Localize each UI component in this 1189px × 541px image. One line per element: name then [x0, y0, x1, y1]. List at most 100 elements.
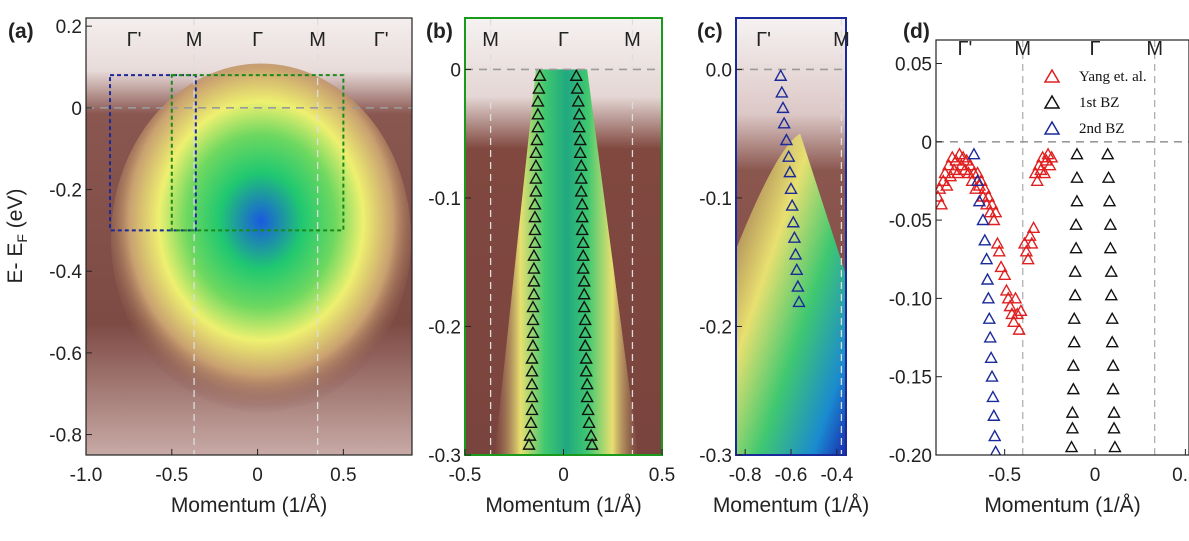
data-point: [788, 247, 803, 260]
x-tick-label: 0.5: [330, 465, 356, 486]
data-point: [982, 311, 997, 324]
x-tick-label: 0: [558, 465, 569, 486]
plot-area-d: [936, 40, 1189, 455]
x-tick-label: 0.5: [1172, 465, 1189, 486]
data-point: [526, 300, 540, 313]
data-point: [1030, 174, 1044, 187]
spectrum-band: [736, 133, 846, 455]
symmetry-label: M: [186, 29, 203, 51]
data-point: [1067, 311, 1081, 324]
data-point: [575, 223, 589, 236]
data-point: [1103, 241, 1118, 254]
data-point: [785, 198, 799, 211]
data-point: [773, 68, 788, 81]
symmetry-label: M: [482, 29, 499, 51]
data-point: [992, 244, 1006, 257]
spectrum-band: [494, 69, 639, 455]
data-point: [790, 262, 804, 276]
y-tick-label: -0.15: [889, 368, 932, 389]
series-1st-bz: [1064, 147, 1122, 453]
data-point: [1106, 358, 1120, 371]
data-point: [963, 158, 978, 171]
panel-c: Γ' M -0.8 -0.6 -0.4 0.0 -0.1 -0.2 -0.3 Momentum (…: [697, 17, 869, 517]
data-point: [575, 210, 589, 223]
data-point: [940, 178, 954, 191]
region-box-0: [109, 74, 197, 232]
data-point: [1069, 217, 1083, 230]
y-tick-label: -0.20: [889, 446, 932, 467]
panel-label: (a): [8, 20, 34, 43]
data-point: [1067, 335, 1081, 348]
data-point: [572, 107, 586, 120]
y-tick-label: -0.1: [699, 189, 732, 210]
data-point: [1010, 307, 1025, 320]
data-point: [787, 230, 802, 243]
data-point: [967, 147, 981, 160]
data-point: [1025, 236, 1039, 249]
data-point: [1014, 303, 1028, 317]
data-point: [577, 300, 591, 313]
legend-label: 2nd BZ: [1079, 121, 1124, 137]
x-tick-label: -0.5: [988, 465, 1021, 486]
plot-area-b: [465, 18, 662, 455]
data-point: [531, 120, 545, 133]
data-point: [578, 325, 592, 338]
data-point: [578, 313, 592, 326]
data-point: [573, 133, 587, 146]
data-point: [1104, 264, 1118, 277]
data-point: [1043, 158, 1057, 171]
data-point: [984, 350, 998, 364]
x-tick-label: 0: [1090, 465, 1101, 486]
data-point: [978, 233, 992, 246]
data-point: [1021, 252, 1035, 265]
data-point: [526, 338, 540, 351]
spectrum-intensity: [111, 63, 412, 414]
data-point: [987, 213, 1001, 226]
y-axis-label: E- EF (eV): [4, 189, 30, 284]
data-point: [524, 415, 538, 428]
plot-area-c: [736, 18, 846, 455]
x-tick-label: 0.5: [649, 465, 675, 486]
data-point: [779, 133, 794, 146]
y-tick-label: -0.8: [49, 426, 82, 447]
data-point: [1012, 322, 1026, 335]
data-point: [576, 235, 590, 249]
data-point: [579, 351, 593, 364]
data-point: [1070, 194, 1084, 207]
symmetry-label: M: [624, 29, 641, 51]
data-point: [1007, 314, 1021, 327]
data-point: [792, 295, 806, 308]
data-point: [981, 189, 996, 202]
y-tick-label: -0.2: [428, 317, 461, 338]
panel-frame: [85, 17, 413, 456]
x-tick-label: -0.8: [729, 465, 762, 486]
x-tick-label: -0.4: [820, 465, 853, 486]
y-tick-label: -0.1: [428, 189, 461, 210]
marker-series-0: [773, 68, 806, 308]
data-point: [976, 213, 990, 226]
data-point: [980, 272, 995, 285]
panel-label: (b): [426, 20, 453, 43]
y-tick-label: -0.05: [889, 211, 932, 232]
data-point: [1070, 147, 1084, 160]
y-tick-label: -0.6: [49, 344, 82, 365]
data-point: [525, 403, 539, 416]
data-point: [574, 184, 588, 197]
data-point: [1105, 335, 1119, 348]
panel-b: M Γ M -0.5 0 0.5 0 -0.1 -0.2 -0.3 Momentum (1/Å) (b…: [426, 17, 675, 517]
data-point: [777, 116, 791, 129]
symmetry-label: Γ': [957, 38, 972, 60]
data-point: [1104, 288, 1118, 301]
symmetry-label: Γ': [374, 29, 389, 51]
data-point: [527, 261, 541, 274]
data-point: [525, 351, 539, 364]
data-point: [580, 390, 594, 403]
panels: Γ' M Γ M Γ' -1.0 -0.5 0 0.5 0.2 0 -0.2 -0.4 -0.6 -0.8 M…: [4, 17, 1189, 517]
data-point: [529, 146, 543, 159]
data-point: [578, 338, 592, 351]
data-point: [1066, 382, 1081, 395]
data-point: [580, 377, 594, 390]
data-point: [574, 158, 588, 171]
x-tick-label: -0.6: [775, 465, 808, 486]
